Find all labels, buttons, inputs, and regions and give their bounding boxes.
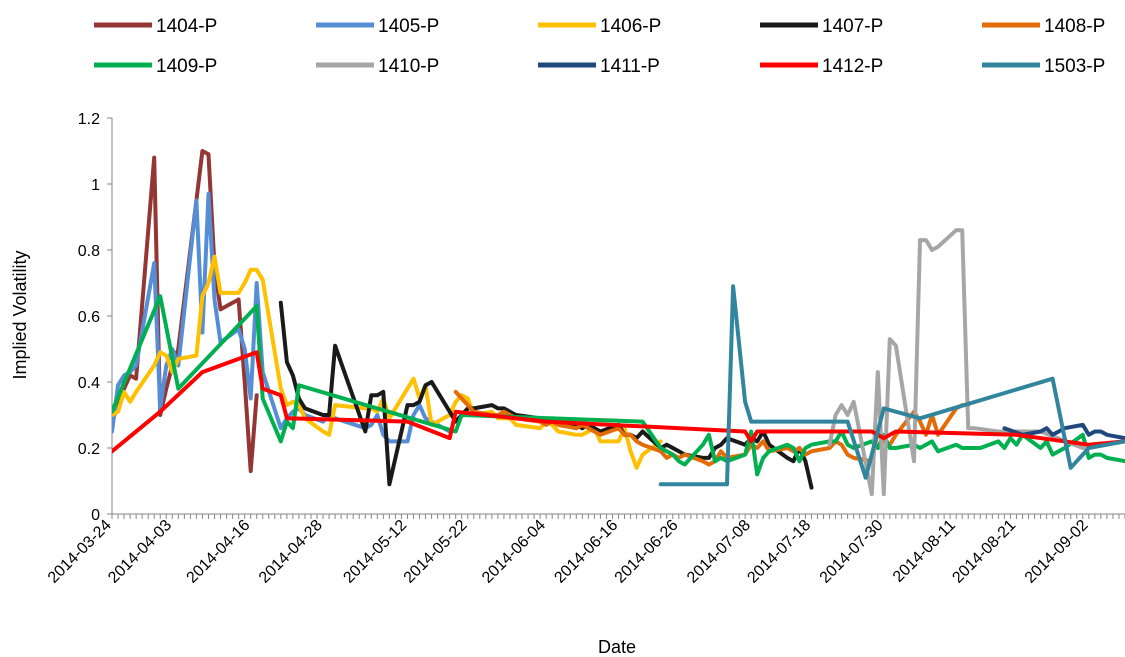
legend-item: 1408-P [982,16,1105,37]
legend: 1404-P 1405-P 1406-P 1407-P 1408-P 1409-P 1410… [94,16,1105,77]
legend-label: 1408-P [1044,16,1105,37]
x-tick-label: 2014-05-22 [401,517,471,587]
legend-item: 1406-P [538,16,661,37]
legend-label: 1409-P [156,56,217,77]
y-tick-label: 0.2 [78,441,100,458]
y-tick-label: 0.4 [78,375,100,392]
x-tick-label: 2014-06-26 [612,517,682,587]
legend-label: 1411-P [600,56,660,77]
series-line-1410-P [827,228,1125,497]
legend-item: 1404-P [94,16,217,37]
legend-label: 1412-P [822,56,883,77]
legend-label: 1407-P [822,16,883,37]
legend-item: 1411-P [538,56,660,77]
legend-item: 1409-P [94,56,217,77]
x-tick-label: 2014-08-11 [890,517,959,586]
legend-item: 1407-P [760,16,883,37]
y-axis-title: Implied Volatility [10,250,30,379]
x-tick-label: 2014-05-12 [340,517,410,587]
legend-label: 1410-P [378,56,439,77]
y-tick-label: 0.6 [78,309,100,326]
legend-label: 1503-P [1044,56,1105,77]
y-tick-label: 0 [91,507,100,524]
y-tick-label: 1 [91,177,100,194]
x-axis-title: Date [598,637,636,657]
x-tick-label: 2014-09-02 [1022,517,1092,587]
y-tick-label: 0.8 [78,243,100,260]
series-line-1412-P [112,350,1125,454]
plot-area [112,149,1125,497]
y-tick-label: 1.2 [78,111,100,128]
x-tick-label: 2014-04-03 [105,517,175,587]
series-line-1503-P [658,284,1125,487]
legend-label: 1404-P [156,16,217,37]
x-tick-label: 2014-04-28 [256,517,326,587]
x-tick-label: 2014-08-21 [949,517,1019,587]
legend-item: 1410-P [316,56,439,77]
legend-label: 1405-P [378,16,439,37]
x-tick-label: 2014-03-24 [45,517,115,587]
x-tick-label: 2014-07-08 [684,517,754,587]
x-tick-label: 2014-07-30 [817,517,887,587]
x-tick-label: 2014-07-18 [744,517,814,587]
legend-item: 1503-P [982,56,1105,77]
legend-label: 1406-P [600,16,661,37]
series-line-1411-P [1002,422,1125,441]
x-tick-label: 2014-06-16 [551,517,621,587]
y-axis: 0 0.2 0.4 0.6 0.8 1 1.2 [78,111,113,524]
legend-item: 1405-P [316,16,439,37]
x-tick-label: 2014-04-16 [184,517,254,587]
legend-item: 1412-P [760,56,883,77]
x-tick-label: 2014-06-04 [479,517,549,587]
